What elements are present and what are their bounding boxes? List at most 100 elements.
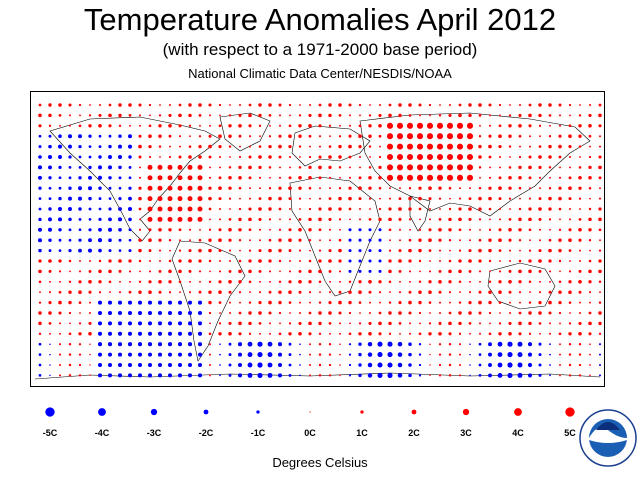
anomaly-dot [248, 124, 252, 128]
anomaly-dot [599, 135, 601, 138]
anomaly-dot [588, 207, 592, 211]
anomaly-dot [348, 196, 352, 201]
anomaly-dot [268, 114, 272, 117]
anomaly-dot [406, 143, 414, 150]
anomaly-dot [578, 311, 582, 315]
anomaly-dot [189, 135, 191, 138]
anomaly-dot [538, 301, 542, 305]
anomaly-dot [58, 186, 62, 190]
anomaly-dot [79, 114, 81, 117]
anomaly-dot [539, 135, 541, 138]
anomaly-dot [238, 291, 242, 294]
anomaly-dot [258, 322, 262, 325]
anomaly-dot [328, 155, 332, 159]
anomaly-dot [436, 164, 444, 171]
anomaly-dot [498, 155, 502, 159]
anomaly-dot [68, 228, 72, 232]
anomaly-dot [187, 164, 193, 170]
anomaly-dot [438, 290, 442, 294]
anomaly-dot [348, 186, 352, 190]
anomaly-dot [558, 332, 562, 336]
anomaly-dot [187, 331, 193, 336]
anomaly-dot [267, 362, 273, 368]
anomaly-dot [147, 206, 153, 212]
anomaly-dot [508, 280, 512, 284]
anomaly-dot [558, 311, 562, 315]
anomaly-dot [199, 280, 201, 283]
anomaly-dot [68, 249, 72, 253]
anomaly-dot [89, 104, 91, 106]
anomaly-dot [127, 331, 133, 336]
anomaly-dot [578, 166, 582, 169]
anomaly-dot [189, 239, 191, 242]
anomaly-dot [378, 259, 382, 263]
anomaly-dot [108, 124, 112, 128]
anomaly-dot [458, 332, 462, 335]
anomaly-dot [578, 290, 582, 294]
anomaly-dot [448, 217, 452, 222]
anomaly-dot [479, 332, 481, 335]
anomaly-dot [448, 291, 452, 294]
anomaly-dot [147, 216, 153, 222]
anomaly-dot [238, 259, 242, 263]
anomaly-dot [137, 310, 143, 316]
anomaly-dot [58, 155, 62, 159]
anomaly-dot [59, 280, 61, 283]
anomaly-dot [88, 218, 92, 221]
anomaly-dot [117, 352, 123, 357]
anomaly-dot [588, 176, 592, 180]
anomaly-dot [488, 352, 492, 357]
anomaly-dot [438, 321, 442, 325]
anomaly-dot [118, 165, 122, 170]
anomaly-dot [208, 103, 212, 107]
anomaly-dot [197, 185, 203, 191]
anomaly-dot [58, 353, 62, 356]
anomaly-dot [157, 206, 163, 212]
anomaly-dot [187, 216, 193, 222]
anomaly-dot [509, 104, 511, 106]
anomaly-dot [68, 300, 72, 305]
anomaly-dot [379, 301, 381, 304]
anomaly-dot [436, 122, 444, 129]
anomaly-dot [218, 197, 222, 201]
anomaly-dot [208, 155, 212, 159]
anomaly-dot [406, 153, 414, 161]
anomaly-dot [288, 134, 292, 138]
anomaly-dot [208, 332, 212, 336]
anomaly-dot [108, 165, 112, 170]
anomaly-dot [137, 362, 143, 368]
anomaly-dot [388, 217, 392, 222]
anomaly-dot [238, 207, 242, 211]
anomaly-dot [278, 332, 282, 336]
anomaly-dot [398, 311, 402, 315]
anomaly-dot [507, 362, 513, 368]
anomaly-dot [468, 301, 472, 305]
anomaly-dot [328, 269, 332, 273]
anomaly-dot [89, 353, 91, 356]
anomaly-dot [398, 197, 402, 201]
anomaly-dot [157, 331, 163, 336]
anomaly-dot [197, 310, 203, 316]
anomaly-dot [209, 218, 211, 221]
anomaly-dot [98, 269, 102, 274]
anomaly-dot [588, 239, 592, 242]
anomaly-dot [358, 197, 362, 201]
anomaly-dot [429, 374, 431, 377]
anomaly-dot [68, 238, 72, 242]
anomaly-dot [148, 270, 152, 273]
anomaly-dot [398, 113, 402, 118]
anomaly-dot [198, 103, 202, 107]
anomaly-dot [277, 373, 283, 378]
anomaly-dot [466, 122, 474, 129]
anomaly-dot [358, 322, 362, 325]
anomaly-dot [258, 291, 262, 294]
anomaly-dot [157, 216, 163, 222]
anomaly-dot [278, 155, 282, 159]
anomaly-dot [548, 186, 552, 190]
anomaly-dot [289, 312, 291, 314]
anomaly-dot [339, 332, 341, 335]
anomaly-dot [48, 301, 52, 305]
anomaly-dot [318, 321, 322, 326]
anomaly-dot [568, 103, 572, 107]
anomaly-dot [368, 134, 372, 138]
